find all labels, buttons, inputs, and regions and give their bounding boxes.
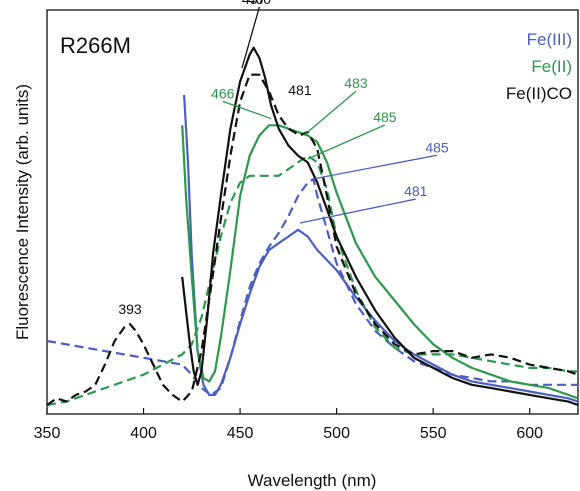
- x-tick-label: 550: [420, 425, 447, 442]
- series-line-fe3_solid: [183, 94, 579, 403]
- peak-label: 457: [242, 0, 266, 7]
- annotation-leader: [299, 198, 416, 224]
- peak-label: 460: [248, 0, 272, 7]
- x-tick-label: 450: [227, 425, 254, 442]
- y-axis-title: Fluorescence Intensity (arb. units): [13, 84, 32, 340]
- x-tick-label: 400: [130, 425, 157, 442]
- series-layer: [46, 46, 579, 407]
- series-line-feco_solid: [181, 46, 579, 407]
- peak-annotations: 393 460457 481 466 483 485 485 481: [118, 0, 449, 317]
- peak-label: 483: [344, 75, 368, 91]
- annotation-leader: [241, 6, 261, 69]
- panel-title: R266M: [60, 33, 131, 58]
- annotation-leader: [311, 154, 438, 180]
- x-axis-ticks: 350 400 450 500 550 600: [34, 408, 543, 442]
- peak-label: 466: [211, 85, 235, 101]
- series-line-fe2_dashed: [46, 154, 578, 407]
- x-axis-title: Wavelength (nm): [248, 471, 377, 490]
- annotation-leader: [307, 124, 386, 160]
- legend-fe3: Fe(III): [527, 30, 572, 49]
- plot-frame: [46, 9, 579, 415]
- annotation-leader: [303, 90, 357, 136]
- series-line-feco_dashed: [46, 73, 579, 406]
- peak-label: 485: [425, 139, 449, 155]
- legend-feco: Fe(II)CO: [506, 84, 572, 103]
- legend: Fe(III) Fe(II) Fe(II)CO: [506, 30, 572, 103]
- series-line-fe2_solid: [181, 124, 579, 400]
- peak-label: 393: [118, 301, 142, 317]
- x-tick-label: 500: [323, 425, 350, 442]
- x-tick-label: 600: [516, 425, 543, 442]
- series-line-fe3_dashed: [46, 178, 578, 396]
- peak-label: 481: [288, 82, 312, 98]
- annotation-leader: [222, 100, 272, 120]
- x-tick-label: 350: [34, 425, 61, 442]
- peak-label: 481: [404, 183, 428, 199]
- legend-fe2: Fe(II): [531, 57, 572, 76]
- peak-label: 485: [373, 109, 397, 125]
